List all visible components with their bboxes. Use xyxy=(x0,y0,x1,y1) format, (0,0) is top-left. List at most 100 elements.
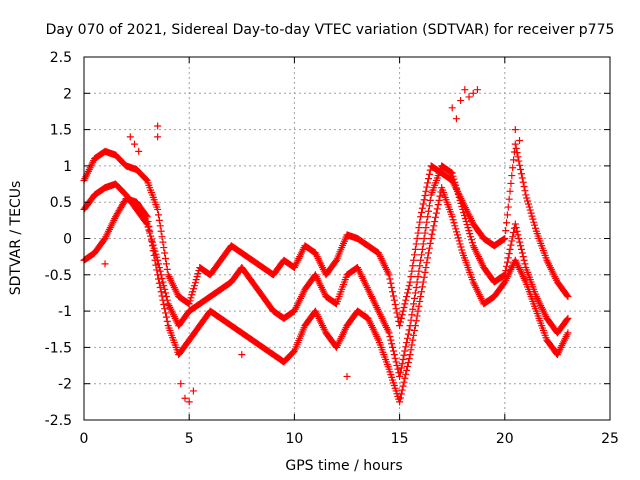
data-point xyxy=(458,246,466,254)
data-point xyxy=(425,170,433,178)
data-point xyxy=(404,285,412,293)
data-point xyxy=(457,199,465,207)
data-point xyxy=(417,256,425,264)
data-point xyxy=(146,227,154,235)
y-tick-label: -1.5 xyxy=(45,340,72,356)
data-point xyxy=(392,358,400,366)
data-point xyxy=(150,251,158,259)
data-point xyxy=(501,235,509,242)
data-point xyxy=(519,178,527,186)
data-point xyxy=(400,351,408,359)
x-tick-labels: 0 5 10 15 20 25 xyxy=(80,431,619,447)
data-point xyxy=(186,297,194,305)
data-point xyxy=(416,218,424,226)
data-point xyxy=(160,282,168,290)
data-point xyxy=(402,296,410,304)
data-point xyxy=(473,86,481,94)
data-point xyxy=(507,241,515,249)
data-point xyxy=(420,273,428,281)
data-point xyxy=(460,208,468,216)
data-point xyxy=(425,244,433,252)
x-tick-label: 5 xyxy=(185,431,194,447)
data-point xyxy=(453,184,461,192)
data-point xyxy=(126,133,134,141)
data-point xyxy=(563,316,571,324)
data-point xyxy=(531,224,539,232)
chart-title: Day 070 of 2021, Sidereal Day-to-day VTE… xyxy=(46,22,615,38)
data-point xyxy=(421,192,429,200)
data-point xyxy=(522,191,530,199)
data-point xyxy=(525,203,533,211)
data-point xyxy=(503,262,511,270)
data-point xyxy=(405,326,413,334)
data-point xyxy=(408,341,416,349)
data-point xyxy=(516,238,524,246)
data-point xyxy=(385,271,393,279)
data-point xyxy=(393,362,401,370)
x-tick-label: 25 xyxy=(601,431,619,447)
data-point xyxy=(512,144,520,152)
data-point xyxy=(387,279,395,287)
data-point xyxy=(448,104,456,112)
data-point xyxy=(429,226,437,234)
data-point xyxy=(527,209,535,217)
data-point xyxy=(400,378,408,386)
y-tick-label: -2 xyxy=(58,377,72,393)
y-tick-label: -0.5 xyxy=(45,268,72,284)
data-point xyxy=(398,311,406,319)
data-point xyxy=(157,227,165,235)
data-point xyxy=(465,93,473,101)
data-point xyxy=(506,187,514,195)
data-point xyxy=(456,240,464,248)
data-point xyxy=(521,187,529,195)
data-point xyxy=(396,394,404,402)
data-point xyxy=(162,313,170,321)
data-point xyxy=(189,288,197,296)
data-point xyxy=(529,215,537,223)
data-point xyxy=(564,293,572,301)
data-point xyxy=(145,222,153,230)
data-point xyxy=(415,302,423,310)
data-point xyxy=(391,300,399,308)
data-point xyxy=(519,253,527,261)
x-tick-label: 15 xyxy=(391,431,409,447)
data-point xyxy=(465,227,473,235)
data-point xyxy=(157,288,165,296)
data-point xyxy=(422,187,430,195)
data-point xyxy=(386,275,394,283)
data-point xyxy=(451,178,459,186)
data-point xyxy=(162,293,170,301)
data-point xyxy=(467,233,475,241)
data-point xyxy=(156,267,164,275)
data-point xyxy=(154,205,162,213)
data-point xyxy=(508,237,516,245)
data-point xyxy=(390,351,398,359)
data-point xyxy=(452,115,460,123)
data-point xyxy=(435,196,443,204)
y-tick-label: -1 xyxy=(58,304,72,320)
data-point xyxy=(189,387,197,395)
data-point xyxy=(509,164,517,172)
data-point xyxy=(511,220,519,228)
data-point xyxy=(422,264,430,272)
data-point xyxy=(188,291,196,299)
data-point xyxy=(450,219,458,227)
data-point xyxy=(407,346,415,354)
data-point xyxy=(515,157,523,165)
data-point xyxy=(411,326,419,334)
data-point xyxy=(506,245,514,253)
data-point xyxy=(413,278,421,286)
data-point xyxy=(463,221,471,229)
data-point xyxy=(521,260,529,268)
data-point xyxy=(399,382,407,390)
data-point xyxy=(500,235,508,243)
data-point xyxy=(518,249,526,257)
data-point xyxy=(192,276,200,284)
data-point xyxy=(155,279,163,287)
data-point xyxy=(513,227,521,235)
data-point xyxy=(401,347,409,355)
data-point xyxy=(503,211,511,219)
data-point xyxy=(431,218,439,226)
data-point xyxy=(158,274,166,282)
data-point xyxy=(461,86,469,94)
